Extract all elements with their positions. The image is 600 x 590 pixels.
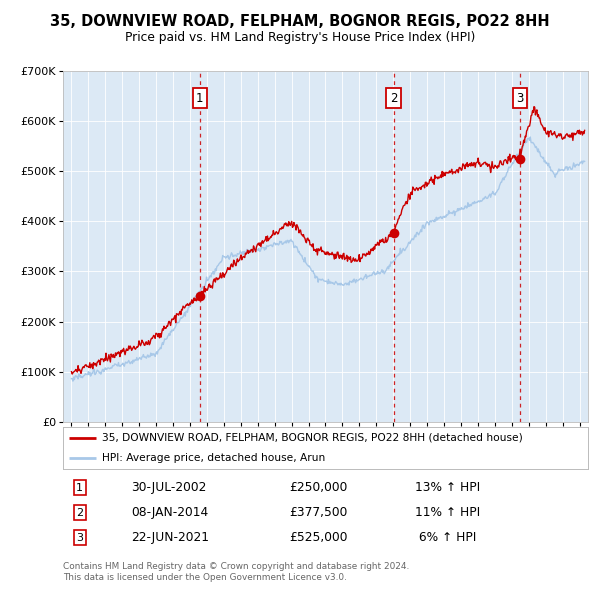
- Text: 1: 1: [76, 483, 83, 493]
- Text: Contains HM Land Registry data © Crown copyright and database right 2024.: Contains HM Land Registry data © Crown c…: [63, 562, 409, 571]
- Text: 2: 2: [390, 92, 397, 105]
- Text: This data is licensed under the Open Government Licence v3.0.: This data is licensed under the Open Gov…: [63, 572, 347, 582]
- Text: 3: 3: [516, 92, 524, 105]
- Text: 6% ↑ HPI: 6% ↑ HPI: [415, 531, 476, 544]
- Text: £377,500: £377,500: [289, 506, 347, 519]
- Text: Price paid vs. HM Land Registry's House Price Index (HPI): Price paid vs. HM Land Registry's House …: [125, 31, 475, 44]
- Text: 08-JAN-2014: 08-JAN-2014: [131, 506, 209, 519]
- Text: 35, DOWNVIEW ROAD, FELPHAM, BOGNOR REGIS, PO22 8HH (detached house): 35, DOWNVIEW ROAD, FELPHAM, BOGNOR REGIS…: [103, 432, 523, 442]
- Text: 35, DOWNVIEW ROAD, FELPHAM, BOGNOR REGIS, PO22 8HH: 35, DOWNVIEW ROAD, FELPHAM, BOGNOR REGIS…: [50, 14, 550, 30]
- Text: HPI: Average price, detached house, Arun: HPI: Average price, detached house, Arun: [103, 453, 326, 463]
- Text: 11% ↑ HPI: 11% ↑ HPI: [415, 506, 480, 519]
- Text: £250,000: £250,000: [289, 481, 347, 494]
- Text: 2: 2: [76, 508, 83, 517]
- Text: 22-JUN-2021: 22-JUN-2021: [131, 531, 209, 544]
- Text: 3: 3: [76, 533, 83, 543]
- Text: 1: 1: [196, 92, 203, 105]
- Text: £525,000: £525,000: [289, 531, 347, 544]
- Text: 13% ↑ HPI: 13% ↑ HPI: [415, 481, 480, 494]
- Text: 30-JUL-2002: 30-JUL-2002: [131, 481, 206, 494]
